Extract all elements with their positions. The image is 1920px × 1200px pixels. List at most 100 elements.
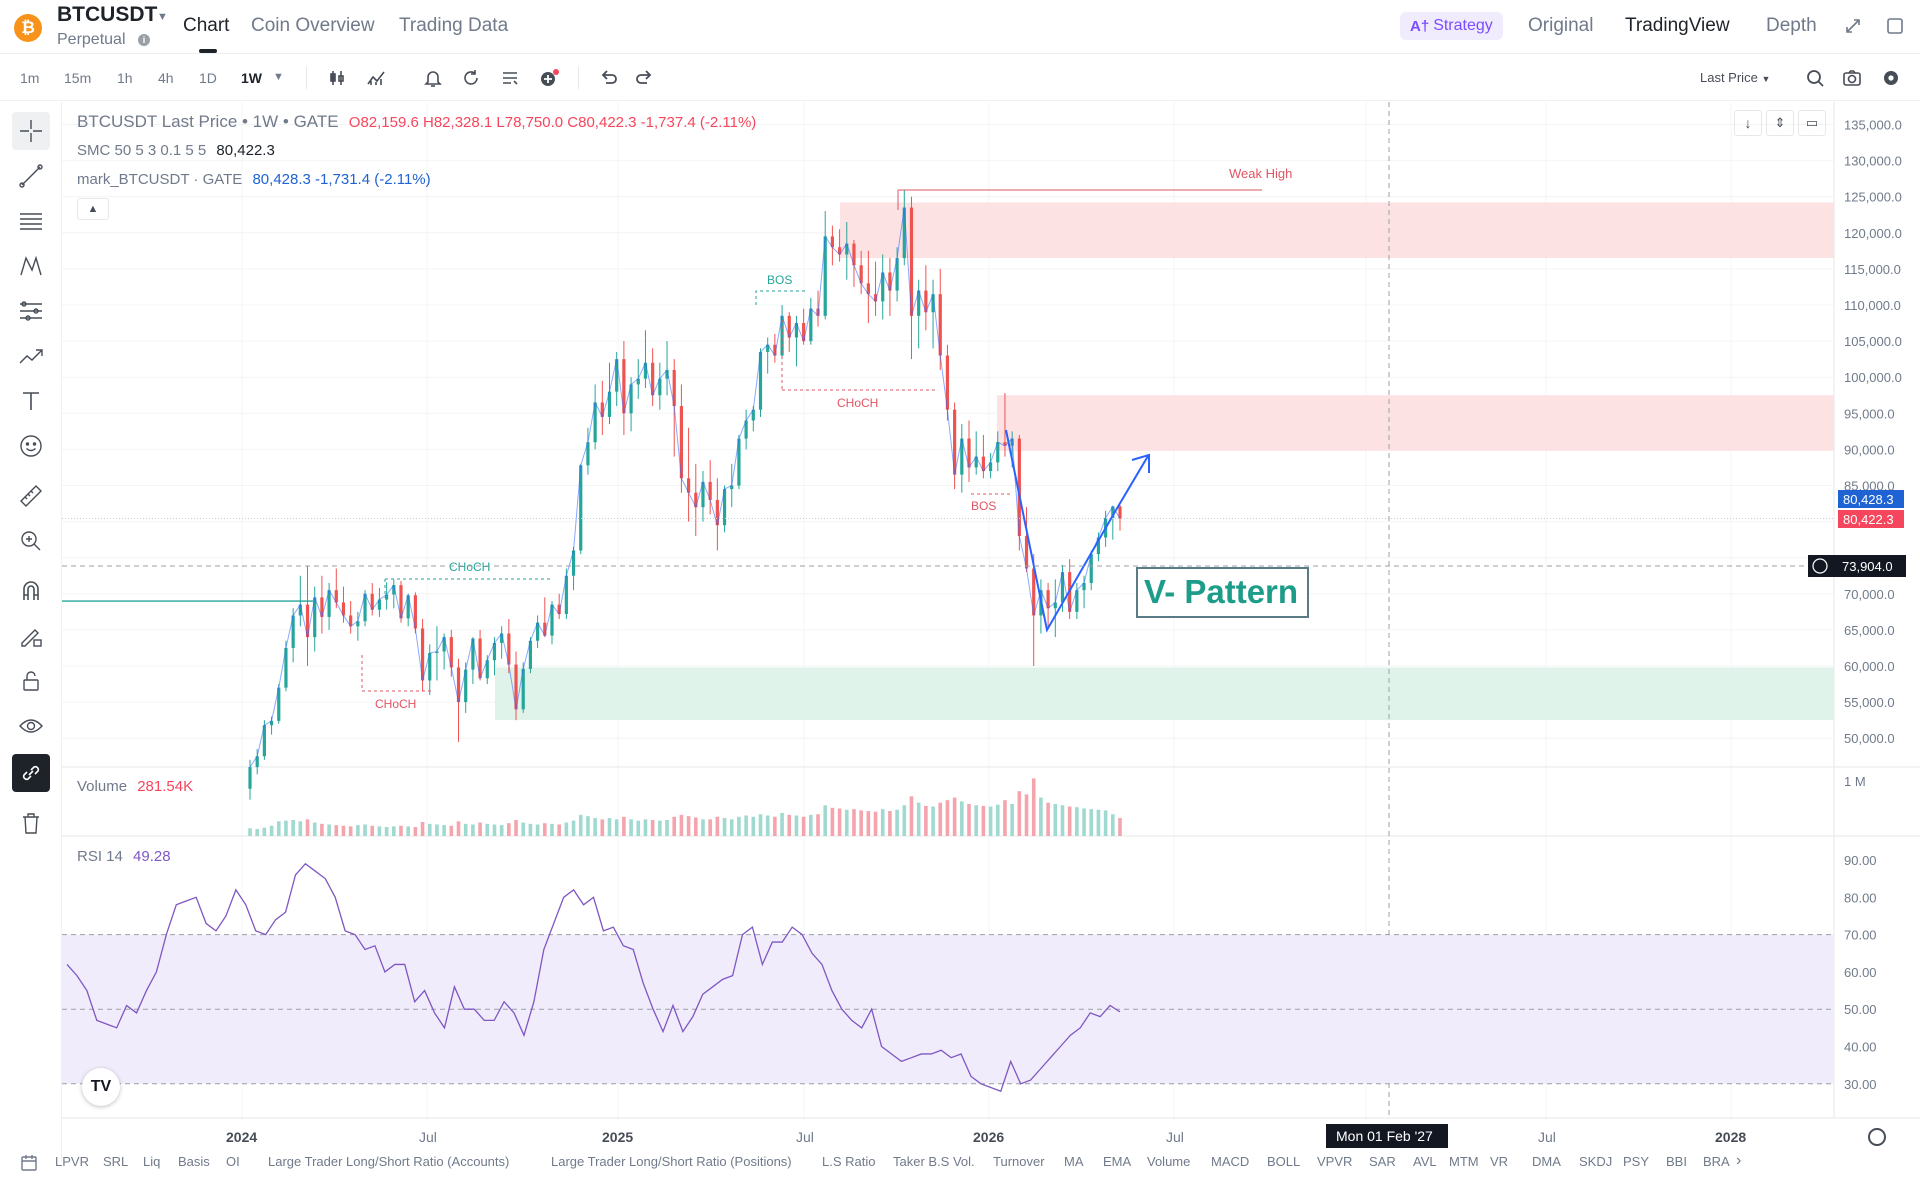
indicator-ema[interactable]: EMA	[1103, 1154, 1132, 1169]
calendar-icon[interactable]	[20, 1154, 38, 1172]
strategy-button[interactable]: A† Strategy	[1400, 12, 1503, 40]
info-icon[interactable]: i	[138, 34, 150, 46]
volume-bar	[988, 806, 993, 836]
candle-body	[730, 485, 734, 490]
interval-1m[interactable]: 1m	[20, 70, 40, 86]
camera-icon[interactable]	[1841, 67, 1863, 89]
arrow-down-icon[interactable]: ↓	[1734, 110, 1762, 136]
indicator-sar[interactable]: SAR	[1369, 1154, 1396, 1169]
indicator-psy[interactable]: PSY	[1623, 1154, 1650, 1169]
indicator-basis[interactable]: Basis	[178, 1154, 210, 1169]
indicator-boll[interactable]: BOLL	[1267, 1154, 1301, 1169]
redo-icon[interactable]	[634, 67, 656, 89]
interval-4h[interactable]: 4h	[158, 70, 174, 86]
lock-draw-icon[interactable]	[12, 617, 50, 655]
indicator-volume[interactable]: Volume	[1147, 1154, 1191, 1169]
volume-bar	[377, 826, 382, 836]
volume-bar	[471, 824, 475, 836]
undo-icon[interactable]	[597, 67, 619, 89]
indicator-turnover[interactable]: Turnover	[993, 1154, 1045, 1169]
trash-icon[interactable]	[12, 804, 50, 842]
indicator-large-trader-long-short-ratio-accounts-[interactable]: Large Trader Long/Short Ratio (Accounts)	[268, 1154, 510, 1169]
maximize-pane-icon[interactable]: ▭	[1798, 110, 1826, 136]
tab-coin-overview[interactable]: Coin Overview	[251, 15, 375, 36]
time-settings-icon[interactable]	[1868, 1128, 1886, 1146]
magnet-icon[interactable]	[12, 572, 50, 610]
interval-1h[interactable]: 1h	[117, 70, 133, 86]
collapse-legend-button[interactable]: ▲	[77, 198, 109, 220]
window-icon[interactable]	[1885, 16, 1905, 36]
link-icon[interactable]	[12, 754, 50, 792]
indicator-vr[interactable]: VR	[1490, 1154, 1509, 1169]
indicator-oi[interactable]: OI	[226, 1154, 240, 1169]
volume-bar	[255, 828, 259, 836]
interval-1w[interactable]: 1W	[241, 70, 262, 86]
add-icon[interactable]	[538, 67, 560, 89]
price-type-selector[interactable]: Last Price ▼	[1700, 70, 1770, 85]
zone-supply	[840, 202, 1834, 259]
indicator-avl[interactable]: AVL	[1413, 1154, 1437, 1169]
indicator-skdj[interactable]: SKDJ	[1579, 1154, 1613, 1169]
interval-15m[interactable]: 15m	[64, 70, 92, 86]
smc-value: 80,422.3	[216, 142, 275, 159]
indicator-liq[interactable]: Liq	[143, 1154, 161, 1169]
indicator-l-s-ratio[interactable]: L.S Ratio	[822, 1154, 876, 1169]
volume-bar	[535, 824, 540, 836]
candle-body	[938, 294, 942, 356]
interval-dropdown-icon[interactable]: ▼	[273, 71, 284, 83]
ruler-icon[interactable]	[12, 477, 50, 515]
indicator-macd[interactable]: MACD	[1211, 1154, 1250, 1169]
indicator-bra[interactable]: BRA	[1703, 1154, 1730, 1169]
eye-icon[interactable]	[12, 707, 50, 745]
indicator-bbi[interactable]: BBI	[1666, 1154, 1687, 1169]
volume-bar	[722, 818, 727, 836]
view-depth[interactable]: Depth	[1766, 15, 1817, 36]
tab-chart[interactable]: Chart	[183, 15, 230, 36]
alert-icon[interactable]	[422, 67, 444, 89]
indicator-taker-b-s-vol-[interactable]: Taker B.S Vol.	[893, 1154, 975, 1169]
symbol-selector[interactable]: BTCUSDT	[57, 3, 158, 26]
template-icon[interactable]	[499, 67, 521, 89]
pattern-icon[interactable]	[12, 247, 50, 285]
view-tradingview[interactable]: TradingView	[1625, 15, 1730, 36]
indicator-vpvr[interactable]: VPVR	[1317, 1154, 1353, 1169]
text-icon[interactable]	[12, 382, 50, 420]
price-tick-label: 95,000.0	[1844, 406, 1895, 421]
tradingview-logo-icon[interactable]: TV	[82, 1068, 120, 1106]
indicator-large-trader-long-short-ratio-positions-[interactable]: Large Trader Long/Short Ratio (Positions…	[551, 1154, 792, 1169]
indicator-dma[interactable]: DMA	[1532, 1154, 1561, 1169]
candle-body	[672, 369, 676, 407]
candle-body	[931, 294, 935, 313]
symbol-dropdown-icon[interactable]: ▼	[157, 11, 168, 23]
zoom-icon[interactable]	[12, 522, 50, 560]
view-original[interactable]: Original	[1528, 15, 1594, 36]
emoji-icon[interactable]	[12, 427, 50, 465]
path-icon[interactable]	[12, 337, 50, 375]
chevron-right-icon[interactable]: ›	[1736, 1152, 1742, 1169]
trend-line-icon[interactable]	[12, 157, 50, 195]
tab-trading-data[interactable]: Trading Data	[399, 15, 509, 36]
indicator-ma[interactable]: MA	[1064, 1154, 1084, 1169]
crosshair-icon[interactable]	[12, 112, 50, 150]
indicators-icon[interactable]	[365, 67, 387, 89]
measure-icon[interactable]	[12, 292, 50, 330]
price-chart[interactable]: Weak High BOS CHoCH CHoCH CHoCH BOS V- Pattern…	[62, 102, 1920, 1148]
collapse-pane-icon[interactable]: ⇕	[1766, 110, 1794, 136]
expand-icon[interactable]	[1843, 16, 1863, 36]
candle-body	[428, 653, 432, 681]
indicator-lpvr[interactable]: LPVR	[55, 1154, 89, 1169]
volume-bar	[902, 805, 907, 836]
rsi-tick-label: 30.00	[1844, 1077, 1877, 1092]
search-icon[interactable]	[1804, 67, 1826, 89]
interval-1d[interactable]: 1D	[199, 70, 217, 86]
fib-icon[interactable]	[12, 202, 50, 240]
lock-icon[interactable]	[12, 662, 50, 700]
settings-icon[interactable]	[1880, 67, 1902, 89]
replay-icon[interactable]	[460, 67, 482, 89]
candle-type-icon[interactable]	[326, 67, 348, 89]
indicator-mtm[interactable]: MTM	[1449, 1154, 1479, 1169]
candle-body	[370, 593, 374, 610]
candle-body	[1089, 554, 1093, 583]
volume-bar	[693, 817, 698, 836]
indicator-srl[interactable]: SRL	[103, 1154, 129, 1169]
